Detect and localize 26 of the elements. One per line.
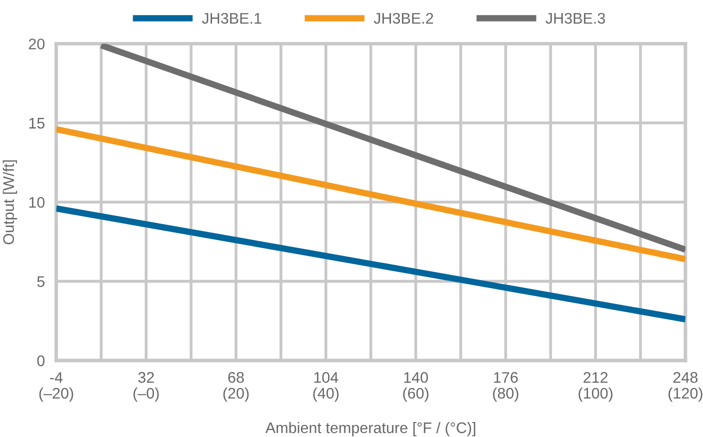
x-tick-label: 248 [673, 372, 698, 383]
y-tick-label: 5 [37, 276, 44, 288]
y-tick-label: 10 [29, 196, 45, 208]
legend-label: JH3BE.1 [202, 12, 262, 24]
x2-tick-label: (120) [668, 387, 702, 402]
x2-tick-label: (100) [578, 387, 612, 402]
x2-tick-label: (40) [313, 387, 339, 402]
x-tick-label: 140 [404, 372, 428, 383]
legend-label: JH3BE.2 [374, 12, 434, 24]
x-tick-label: 104 [314, 372, 338, 383]
x-tick-label: 32 [138, 372, 154, 383]
x2-tick-label: (60) [403, 387, 428, 402]
x-tick-label: -4 [50, 372, 63, 383]
x-tick-label: 176 [494, 372, 518, 383]
x2-tick-label: (20) [223, 387, 249, 402]
x-axis-title: Ambient temperature [°F / (°C)] [265, 422, 476, 436]
y-tick-label: 20 [28, 38, 45, 50]
y-tick-label: 15 [29, 118, 44, 129]
x-tick-label: 212 [584, 372, 608, 383]
x-tick-label: 68 [228, 372, 244, 383]
y-axis-title: Output [W/ft] [2, 160, 18, 244]
x2-tick-label: (–20) [39, 387, 74, 402]
x2-tick-label: (80) [493, 387, 518, 402]
x2-tick-label: (–0) [133, 387, 159, 402]
y-tick-label: 0 [37, 355, 45, 366]
legend-label: JH3BE.3 [546, 12, 605, 24]
